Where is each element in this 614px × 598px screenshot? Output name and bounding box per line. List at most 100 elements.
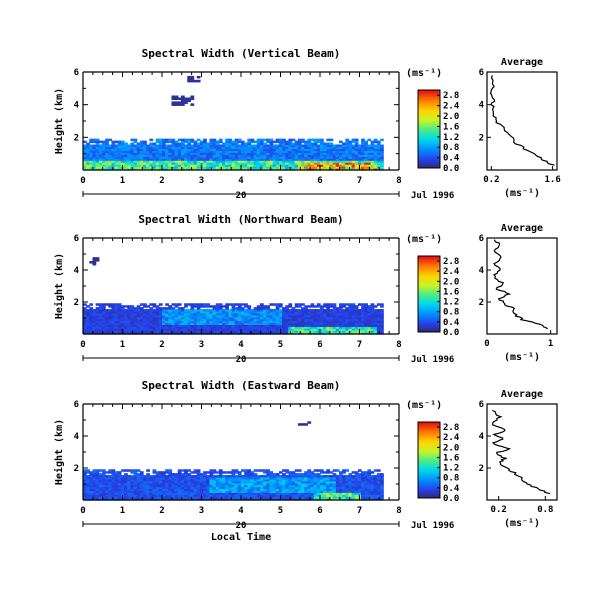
heatmap-cell	[133, 144, 138, 148]
heatmap-cell	[146, 309, 150, 312]
heatmap-cell	[348, 332, 353, 335]
heatmap-cell	[253, 154, 258, 157]
heatmap-cell	[89, 156, 94, 159]
heatmap-cell	[196, 144, 201, 148]
heatmap-cell	[342, 478, 346, 482]
heatmap-cell	[133, 316, 138, 320]
heatmap-cell	[266, 150, 271, 153]
heatmap-cell	[320, 328, 324, 331]
heatmap-cell	[282, 144, 286, 148]
colorbar-swatch	[418, 268, 440, 271]
heatmap-cell	[241, 490, 245, 493]
heatmap-cell	[272, 140, 277, 144]
heatmap-cell	[380, 168, 384, 171]
heatmap-cell	[297, 482, 302, 486]
heatmap-cell	[345, 158, 350, 161]
heatmap-cell	[177, 156, 182, 159]
heatmap-cell	[263, 486, 267, 490]
colorbar-swatch	[418, 441, 440, 443]
heatmap-cell	[209, 322, 214, 325]
heatmap-cell	[256, 318, 261, 322]
heatmap-cell	[180, 469, 185, 472]
heatmap-cell	[329, 475, 334, 478]
heatmap-cell	[376, 303, 381, 306]
heatmap-cell	[127, 488, 131, 491]
heatmap-cell	[114, 146, 119, 150]
heatmap-cell	[294, 314, 299, 318]
heatmap-cell	[294, 142, 299, 146]
heatmap-cell	[158, 494, 163, 497]
heatmap-cell	[114, 492, 119, 495]
heatmap-cell	[266, 322, 271, 325]
heatmap-cell	[158, 138, 163, 142]
average-x-tick-label: 1	[548, 339, 553, 349]
heatmap-cell	[241, 312, 245, 316]
heatmap-cell	[95, 471, 100, 474]
colorbar-tick-label: 1.2	[443, 464, 459, 474]
heatmap-cell	[329, 303, 334, 306]
heatmap-cell	[376, 473, 381, 476]
heatmap-cell	[139, 146, 144, 150]
heatmap-cell	[95, 328, 100, 331]
heatmap-cell	[193, 318, 198, 322]
heatmap-cell	[376, 162, 381, 165]
colorbar-swatch	[418, 423, 440, 426]
heatmap-cell	[282, 309, 286, 312]
heatmap-cell	[196, 326, 201, 329]
heatmap-cell	[376, 140, 381, 144]
heatmap-cell	[149, 496, 154, 499]
heatmap-cell	[152, 156, 157, 159]
heatmap-cell	[373, 138, 378, 142]
heatmap-cell	[282, 164, 286, 167]
heatmap-cell	[206, 156, 210, 159]
heatmap-cell	[92, 138, 97, 142]
heatmap-cell	[338, 305, 343, 308]
colorbar-swatch	[418, 121, 440, 123]
heatmap-cell	[222, 492, 226, 495]
heatmap-cell	[155, 480, 160, 484]
heatmap-cell	[212, 488, 217, 491]
heatmap-cell	[92, 166, 97, 169]
heatmap-cell	[234, 484, 239, 488]
heatmap-cell	[326, 475, 331, 478]
colorbar-swatch	[418, 156, 440, 159]
heatmap-cell	[111, 490, 116, 493]
heatmap-cell	[272, 312, 277, 316]
heatmap-cell	[158, 150, 163, 153]
heatmap-cell	[139, 475, 144, 478]
heatmap-cell	[256, 312, 261, 316]
heatmap-cell	[180, 473, 185, 476]
heatmap-cell	[127, 482, 131, 486]
heatmap-cell	[180, 318, 185, 322]
heatmap-cell	[247, 318, 252, 322]
heatmap-cell	[98, 312, 103, 316]
heatmap-cell	[83, 307, 87, 310]
heatmap-cell	[92, 150, 97, 153]
heatmap-cell	[348, 309, 353, 312]
heatmap-cell	[180, 95, 185, 99]
heatmap-cell	[215, 307, 220, 310]
date-label: Jul 1996	[411, 521, 454, 531]
heatmap-cell	[149, 326, 154, 329]
heatmap-cell	[209, 324, 214, 327]
heatmap-cell	[241, 316, 245, 320]
heatmap-cell	[174, 476, 179, 480]
heatmap-cell	[158, 332, 163, 335]
heatmap-cell	[307, 305, 312, 308]
heatmap-cell	[253, 316, 258, 320]
heatmap-cell	[228, 328, 233, 331]
heatmap-cell	[124, 164, 128, 167]
heatmap-cell	[83, 164, 87, 167]
heatmap-cell	[187, 498, 192, 501]
heatmap-cell	[228, 478, 233, 482]
heatmap-cell	[326, 328, 331, 331]
heatmap-cell	[263, 496, 267, 499]
heatmap-cell	[139, 324, 144, 327]
heatmap-cell	[329, 488, 334, 491]
heatmap-cell	[338, 166, 343, 169]
heatmap-cell	[354, 309, 359, 312]
heatmap-cell	[370, 158, 375, 161]
heatmap-cell	[184, 144, 188, 148]
heatmap-cell	[370, 316, 375, 320]
heatmap-cell	[301, 324, 305, 327]
